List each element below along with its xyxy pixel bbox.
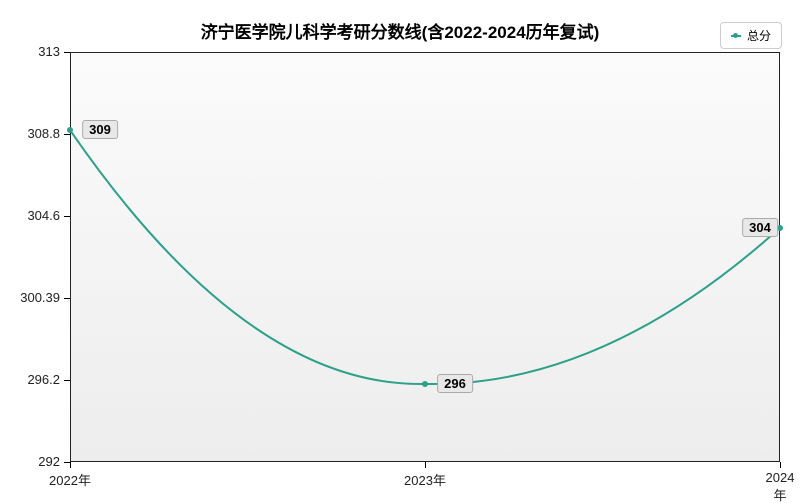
legend: 总分 xyxy=(720,22,782,49)
y-axis-label: 313 xyxy=(38,44,60,59)
data-marker xyxy=(67,127,73,133)
y-tick xyxy=(64,216,70,217)
data-label: 304 xyxy=(742,218,778,237)
x-axis-label: 2023年 xyxy=(404,470,446,489)
x-axis-label: 2024年 xyxy=(766,470,795,504)
legend-label: 总分 xyxy=(747,27,771,44)
y-tick xyxy=(64,380,70,381)
x-tick xyxy=(70,462,71,468)
y-axis-label: 296.2 xyxy=(27,372,60,387)
y-axis-label: 300.39 xyxy=(20,290,60,305)
y-tick xyxy=(64,134,70,135)
x-axis-label: 2022年 xyxy=(49,470,91,489)
plot-area xyxy=(70,52,780,462)
legend-marker-icon xyxy=(731,35,741,37)
y-axis-label: 308.8 xyxy=(27,126,60,141)
x-tick xyxy=(780,462,781,468)
y-tick xyxy=(64,298,70,299)
chart-container: 济宁医学院儿科学考研分数线(含2022-2024历年复试) 总分 292 296.… xyxy=(0,0,800,500)
y-axis-label: 304.6 xyxy=(27,208,60,223)
data-label: 309 xyxy=(82,120,118,139)
chart-title: 济宁医学院儿科学考研分数线(含2022-2024历年复试) xyxy=(0,18,800,43)
data-marker xyxy=(422,381,428,387)
y-tick xyxy=(64,52,70,53)
x-tick xyxy=(425,462,426,468)
data-marker xyxy=(777,225,783,231)
data-label: 296 xyxy=(437,374,473,393)
y-axis-label: 292 xyxy=(38,454,60,469)
